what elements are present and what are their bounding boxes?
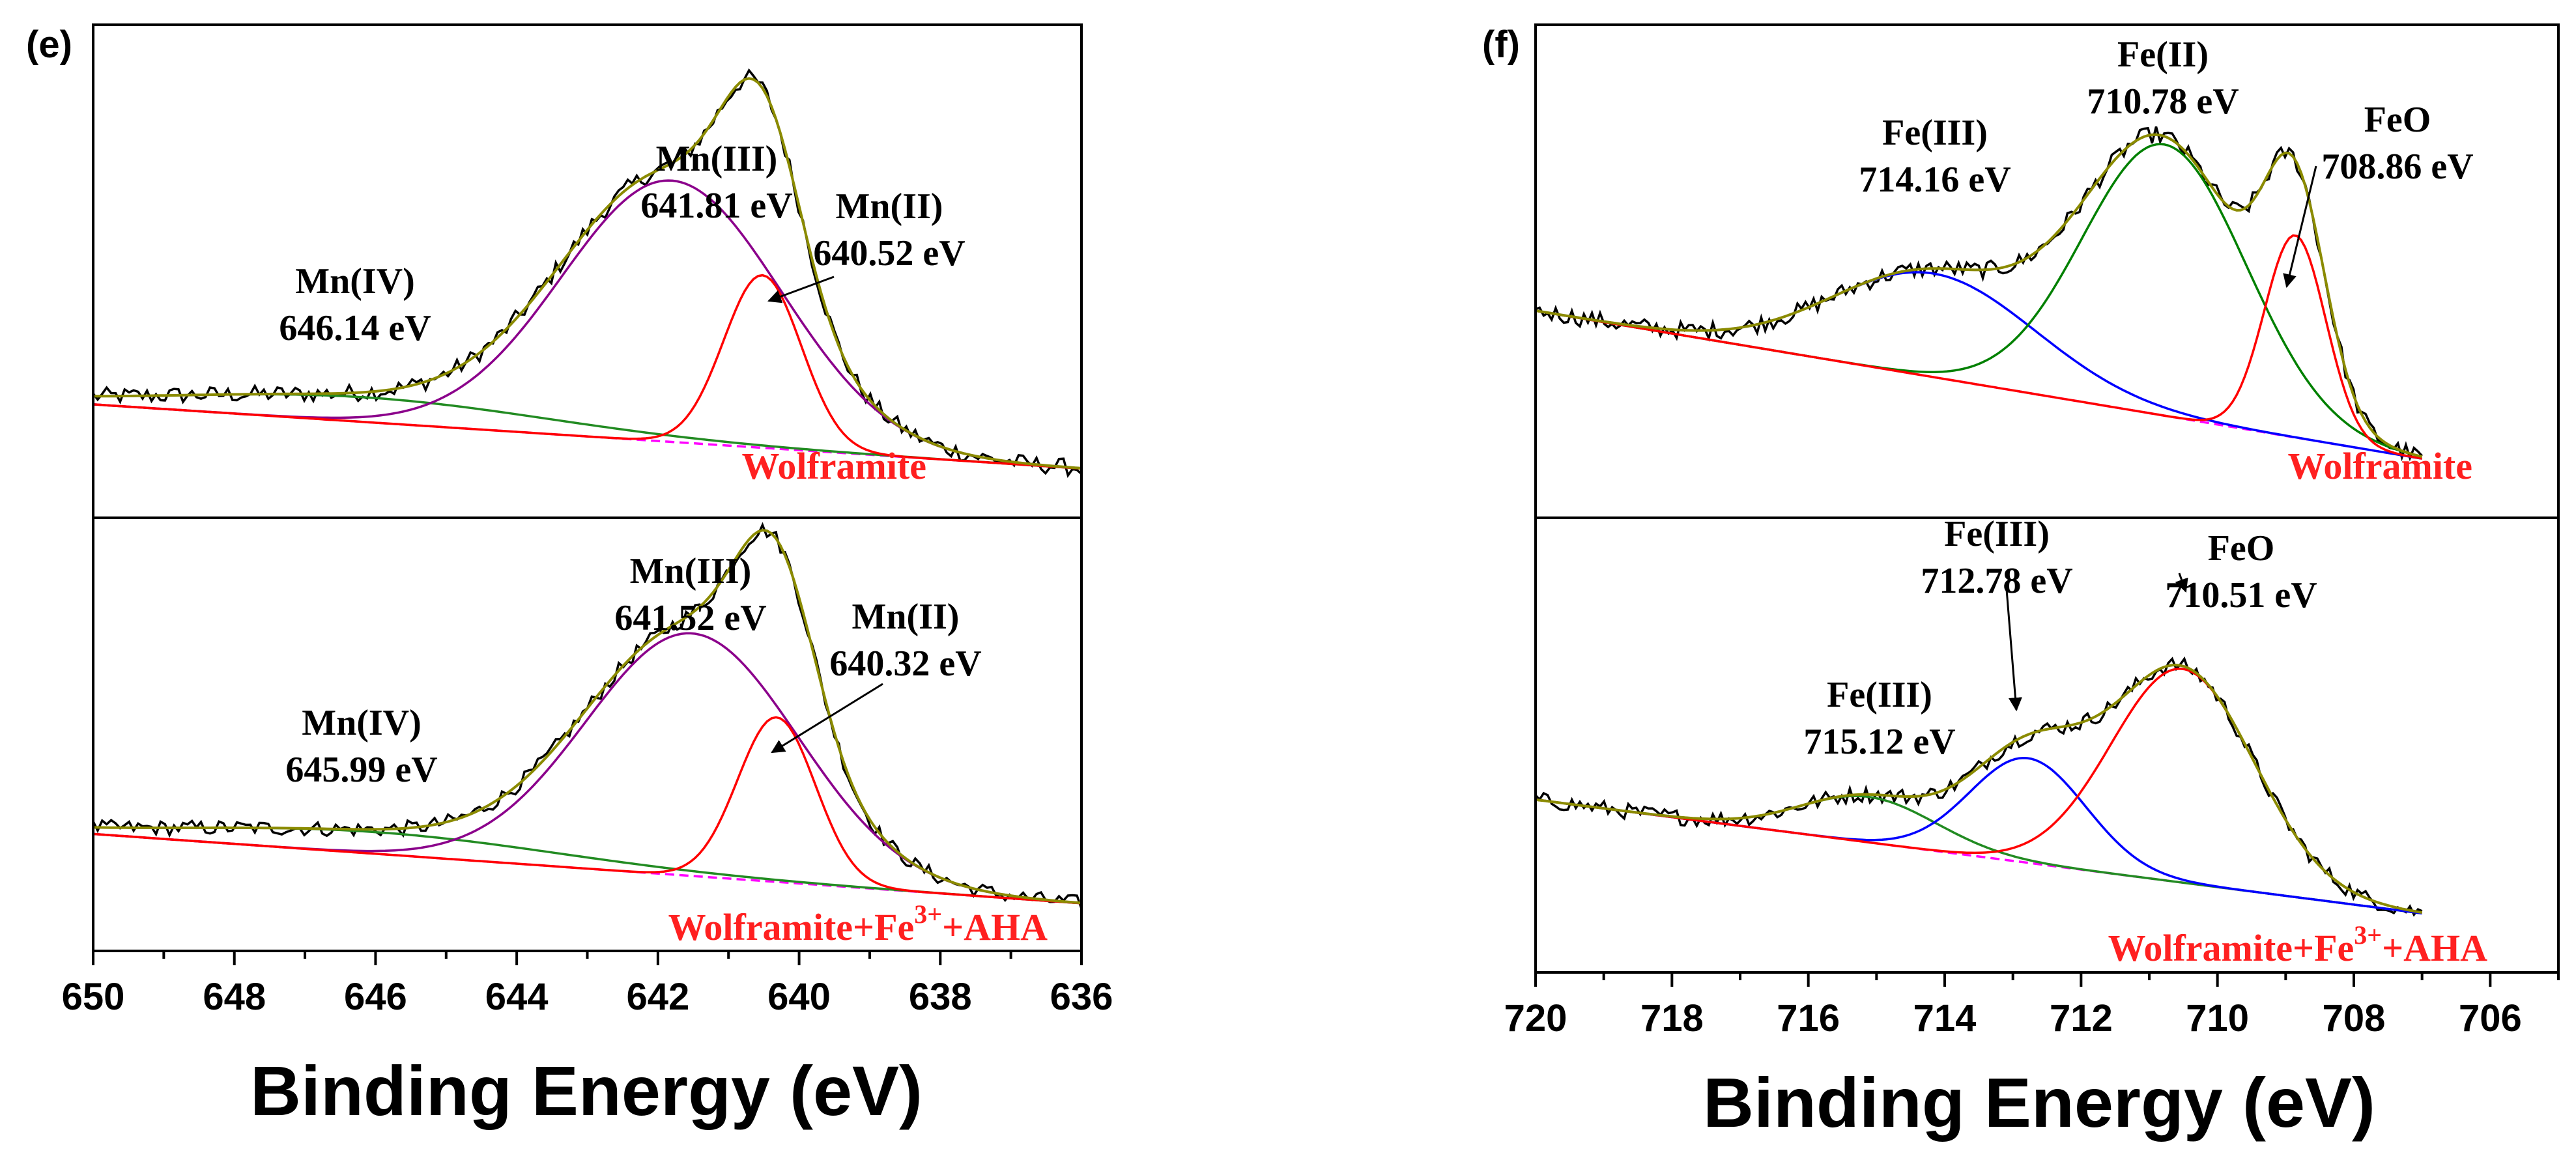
peak-label-energy: 715.12 eV [1803, 722, 1955, 762]
plot-frame [1534, 23, 2560, 974]
x-tick-label: 708 [2323, 997, 2386, 1040]
peak-label-energy: 708.86 eV [2321, 147, 2473, 187]
peak-feiii-line [1535, 756, 2422, 915]
sample-label: Wolframite+Fe3++AHA [668, 899, 1048, 948]
peak-feo-line [1535, 668, 2422, 914]
panel-label: (f) [1482, 23, 1520, 66]
annotation-arrow [2175, 573, 2188, 593]
peak-label-name: Mn(II) [836, 186, 943, 227]
x-tick-label: 646 [344, 976, 407, 1018]
subplot-wolframite: Mn(IV) 646.14 eV Mn(III) 641.81 eV Mn(II) 640… [92, 68, 1083, 487]
x-tick-label: 706 [2459, 997, 2522, 1040]
x-tick-label: 636 [1050, 976, 1113, 1018]
peak-label-energy: 712.78 eV [1921, 561, 2072, 601]
x-tick-label: 644 [485, 976, 549, 1018]
peak-mniv-line [93, 393, 1082, 470]
peak-label-name: Mn(III) [630, 551, 752, 591]
subplot-wolframite: Fe(III) 714.16 eV Fe(II) 710.78 eV FeO 708.86… [1535, 35, 2474, 487]
x-tick-label: 712 [2050, 997, 2113, 1040]
peak-label-energy: 640.52 eV [813, 233, 965, 274]
peak-label-name: Fe(III) [1944, 514, 2050, 554]
peak-feo-line [1535, 234, 2423, 460]
peak-label-name: Fe(II) [2117, 35, 2209, 75]
peak-label-name: FeO [2364, 100, 2431, 140]
x-tick-label: 716 [1777, 997, 1840, 1040]
peak-label-energy: 714.16 eV [1859, 160, 2011, 200]
panel-e: Mn(IV) 646.14 eV Mn(III) 641.81 eV Mn(II) 640… [26, 23, 1113, 1130]
peak-label-energy: 645.99 eV [285, 750, 437, 790]
x-tick-label: 720 [1504, 997, 1567, 1040]
x-axis-title: Binding Energy (eV) [1703, 1063, 2375, 1142]
annotation-arrow [767, 276, 835, 304]
envelope-fit-line [1535, 133, 2423, 459]
raw-spectrum-line [92, 522, 1083, 909]
annotation-arrow [2005, 589, 2022, 712]
panel-f: Fe(III) 714.16 eV Fe(II) 710.78 eV FeO 708.86… [1482, 23, 2560, 1142]
annotation-arrow [771, 683, 883, 754]
peak-label-energy: 710.78 eV [2087, 81, 2239, 122]
subplot-wolframite-fe-aha: Fe(III) 715.12 eV Fe(III) 712.78 eV FeO 710.5… [1534, 514, 2488, 969]
peak-label-energy: 641.81 eV [640, 186, 792, 226]
sample-label: Wolframite [742, 445, 926, 487]
raw-spectrum-line [1535, 126, 2423, 462]
subplot-wolframite-fe-aha: Mn(IV) 645.99 eV Mn(III) 641.52 eV Mn(II) 640… [92, 522, 1083, 948]
raw-spectrum-line [92, 68, 1083, 478]
x-tick-label: 710 [2186, 997, 2249, 1040]
envelope-fit-line [1535, 664, 2423, 914]
x-tick-label: 718 [1640, 997, 1704, 1040]
peak-label-name: Mn(III) [656, 139, 778, 179]
peak-label-name: Mn(II) [852, 597, 960, 637]
peak-mnii-line [93, 274, 1082, 470]
peak-label-name: Fe(III) [1827, 675, 1932, 715]
peak-label-name: Mn(IV) [295, 261, 415, 302]
raw-spectrum-line [1534, 656, 2423, 917]
panel-label: (e) [26, 23, 72, 66]
plot-frame [92, 23, 1083, 952]
envelope-fit-line [93, 77, 1082, 470]
peak-label-energy: 646.14 eV [279, 308, 431, 348]
peak-label-name: Fe(III) [1882, 113, 1988, 153]
envelope-fit-line [93, 529, 1082, 905]
peak-mnii-line [93, 716, 1082, 905]
x-axis-title: Binding Energy (eV) [250, 1051, 923, 1130]
peak-label-energy: 710.51 eV [2165, 575, 2317, 615]
x-tick-label: 640 [767, 976, 831, 1018]
x-tick-label: 638 [909, 976, 972, 1018]
peak-label-energy: 640.32 eV [829, 644, 981, 684]
x-tick-label: 650 [62, 976, 125, 1018]
x-tick-label: 642 [626, 976, 689, 1018]
x-tick-label: 714 [1913, 997, 1977, 1040]
peak-label-name: Mn(IV) [302, 703, 422, 743]
peak-label-energy: 641.52 eV [614, 598, 766, 638]
sample-label: Wolframite+Fe3++AHA [2108, 920, 2488, 969]
x-tick-label: 648 [203, 976, 266, 1018]
sample-label: Wolframite [2288, 445, 2472, 487]
annotation-arrow [2283, 165, 2317, 289]
peak-feiii-line [1535, 271, 2423, 460]
peak-label-name: FeO [2208, 528, 2275, 569]
